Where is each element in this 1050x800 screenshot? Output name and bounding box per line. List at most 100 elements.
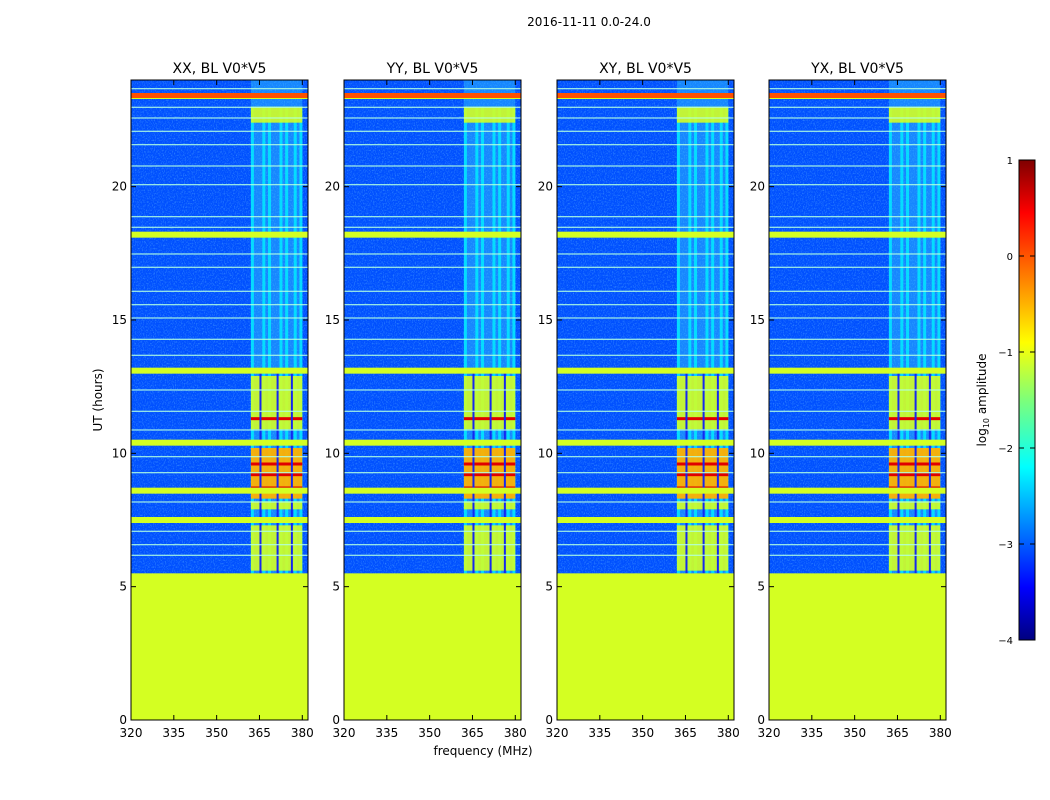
flag-row-thick	[557, 487, 734, 494]
flagged-block	[888, 525, 941, 571]
flag-row	[557, 429, 734, 431]
flag-row	[557, 317, 734, 319]
rfi-channel	[906, 106, 910, 574]
flag-row-thick	[557, 439, 734, 446]
flag-row	[769, 501, 946, 503]
heatmap-body	[131, 80, 308, 720]
y-axis-label: UT (hours)	[91, 368, 105, 431]
rfi-channel	[262, 106, 266, 574]
channel-gap	[914, 373, 917, 574]
flagged-block	[888, 106, 941, 123]
flagged-block	[463, 106, 516, 123]
flag-row	[131, 544, 308, 546]
colorbar-tick-label: −4	[998, 636, 1013, 647]
channel-gap	[928, 373, 931, 574]
flag-row	[131, 429, 308, 431]
colorbar-label-base: 10	[982, 418, 991, 428]
flag-row	[557, 226, 734, 228]
panel-xy: XY, BL V0*V5 320 335 350 365 380 0 5 10 15 20	[538, 61, 740, 740]
x-tick-label: 335	[800, 726, 823, 740]
colorbar-tick-label: 0	[1007, 252, 1013, 263]
flag-row	[131, 165, 308, 167]
rfi-channel	[279, 106, 283, 574]
x-tick-label: 320	[758, 726, 781, 740]
flag-row-thick	[769, 517, 946, 523]
flagged-block	[676, 376, 729, 430]
rfi-channel	[719, 106, 723, 574]
flag-row-thick	[344, 517, 521, 523]
flag-row	[557, 266, 734, 268]
flag-row	[557, 117, 734, 119]
flag-row	[344, 338, 521, 340]
y-tick-label: 15	[325, 313, 340, 327]
flag-row-thick	[557, 231, 734, 238]
x-tick-label: 320	[333, 726, 356, 740]
flag-row	[557, 304, 734, 306]
flag-row	[557, 544, 734, 546]
x-tick-label: 350	[418, 726, 441, 740]
rfi-channel	[888, 106, 892, 574]
rfi-channel	[498, 106, 502, 574]
flag-row-thick	[131, 487, 308, 494]
panel-frame	[768, 79, 947, 721]
flag-row	[344, 88, 521, 90]
flag-row	[344, 144, 521, 146]
flag-row	[769, 354, 946, 356]
rfi-channel	[268, 106, 272, 574]
panel-title: YY, BL V0*V5	[386, 61, 479, 77]
flag-row	[769, 117, 946, 119]
flag-row	[344, 266, 521, 268]
top-stripe	[769, 93, 946, 98]
flag-row	[769, 165, 946, 167]
x-tick-label: 335	[162, 726, 185, 740]
flag-row-thick	[769, 439, 946, 446]
flag-row	[557, 290, 734, 292]
flag-row	[344, 472, 521, 474]
flag-row	[557, 130, 734, 132]
x-tick-label: 350	[631, 726, 654, 740]
rfi-channel	[688, 106, 692, 574]
flag-row	[769, 88, 946, 90]
channel-gap	[472, 373, 475, 574]
rfi-channel	[512, 106, 516, 574]
flag-row	[344, 530, 521, 532]
flag-row	[131, 117, 308, 119]
flag-row	[131, 317, 308, 319]
flag-row	[557, 106, 734, 108]
flag-row	[769, 226, 946, 228]
flag-row	[769, 530, 946, 532]
flag-row	[131, 410, 308, 412]
colorbar: 10−1−2−3−4 log10 amplitude	[975, 156, 1036, 647]
flag-row	[344, 389, 521, 391]
flag-row	[769, 429, 946, 431]
panel-frame	[343, 79, 522, 721]
flag-row-thick	[344, 487, 521, 494]
panel-title: XX, BL V0*V5	[173, 61, 267, 77]
flagged-block	[676, 501, 729, 510]
y-tick-label: 0	[332, 713, 340, 727]
flag-row-thick	[131, 439, 308, 446]
flagged-block	[888, 376, 941, 430]
y-tick-label: 20	[112, 180, 127, 194]
flag-row	[769, 338, 946, 340]
rfi-channel	[506, 106, 510, 574]
rfi-channel	[463, 106, 467, 574]
flag-row	[131, 184, 308, 186]
flag-row	[769, 266, 946, 268]
rfi-channel	[676, 106, 680, 574]
flag-row	[557, 530, 734, 532]
flag-row-thick	[131, 231, 308, 238]
heatmap-body	[344, 80, 521, 720]
flag-row	[557, 216, 734, 218]
flag-row	[557, 165, 734, 167]
top-stripe	[557, 93, 734, 98]
flag-row	[344, 317, 521, 319]
flag-row	[769, 106, 946, 108]
flag-row	[131, 530, 308, 532]
y-tick-label: 5	[545, 580, 553, 594]
y-tick-label: 20	[538, 180, 553, 194]
flag-row-thick	[557, 517, 734, 523]
rfi-channel	[475, 106, 479, 574]
y-tick-label: 20	[325, 180, 340, 194]
